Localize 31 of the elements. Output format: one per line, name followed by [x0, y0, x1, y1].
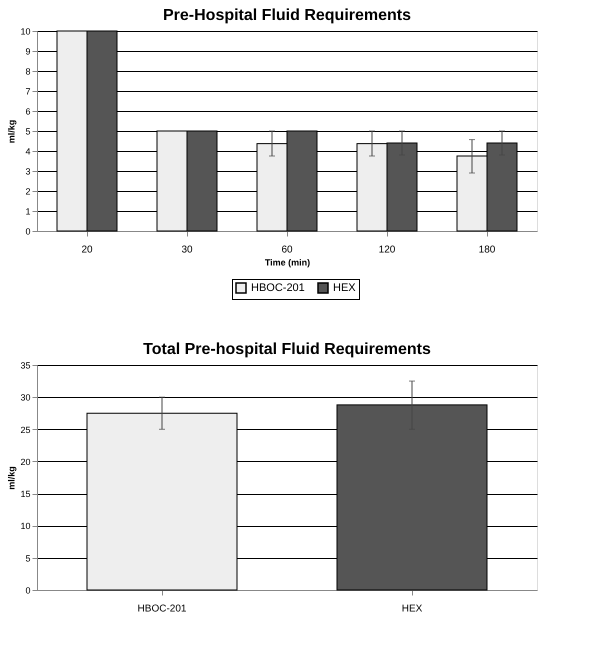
x-tick-label: 180 — [478, 244, 496, 256]
y-axis-title: ml/kg — [6, 120, 16, 144]
y-tick-label: 15 — [20, 489, 30, 500]
chart-title: Total Pre-hospital Fluid Requirements — [143, 341, 431, 358]
legend-label: HBOC-201 — [251, 282, 305, 294]
x-tick-label: 60 — [281, 244, 293, 256]
y-tick-label: 10 — [20, 521, 30, 532]
y-tick-label: 10 — [20, 26, 30, 36]
x-tick-label: 120 — [378, 244, 396, 256]
y-tick-label: 35 — [20, 360, 30, 370]
y-tick-label: 0 — [25, 226, 30, 236]
y-tick-label: 2 — [25, 186, 30, 196]
chart-title: Pre-Hospital Fluid Requirements — [162, 7, 412, 24]
y-tick-label: 8 — [25, 66, 30, 76]
y-tick-label: 5 — [25, 553, 30, 564]
x-tick-label: 30 — [181, 244, 193, 256]
x-axis-title: Time (min) — [264, 258, 310, 268]
y-tick-label: 1 — [25, 206, 30, 216]
y-tick-label: 4 — [25, 146, 30, 156]
y-axis-title: ml/kg — [6, 466, 16, 490]
y-tick-label: 0 — [25, 586, 30, 596]
y-tick-label: 9 — [25, 46, 30, 56]
y-tick-label: 6 — [25, 106, 30, 116]
x-tick-label: 20 — [81, 244, 93, 256]
legend-label: HEX — [333, 282, 356, 294]
y-tick-label: 7 — [25, 86, 30, 96]
y-tick-label: 20 — [20, 456, 30, 467]
y-tick-label: 25 — [20, 424, 30, 435]
y-tick-label: 30 — [20, 392, 30, 403]
y-tick-label: 5 — [25, 126, 30, 136]
y-tick-label: 3 — [25, 166, 30, 176]
